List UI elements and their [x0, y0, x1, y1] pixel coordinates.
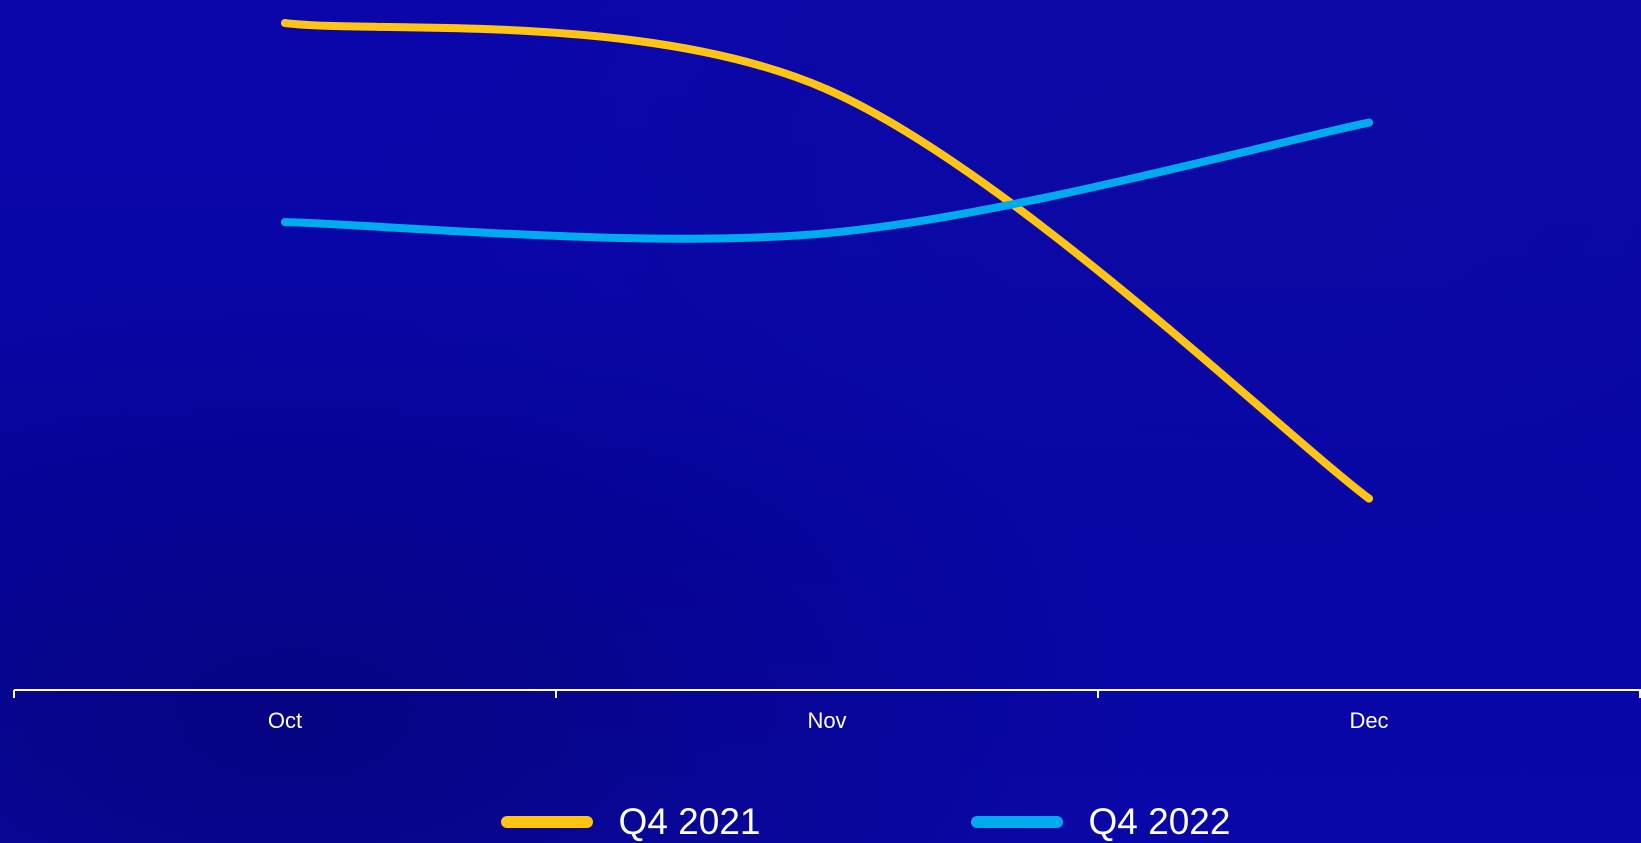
data-point-q4-2021-nov	[823, 85, 831, 94]
data-point-q4-2022-nov	[823, 229, 831, 238]
x-tick-label-oct: Oct	[268, 708, 302, 733]
legend-item-q4-2021: Q4 2021	[411, 801, 761, 843]
x-tick-label-dec: Dec	[1349, 708, 1388, 733]
series-line-q4-2022	[281, 118, 1373, 243]
legend-label-q4-2022: Q4 2022	[1088, 800, 1231, 842]
data-point-q4-2022-dec	[1365, 118, 1373, 127]
data-point-q4-2021-dec	[1365, 494, 1373, 503]
line-chart: Oct Nov Dec	[13, 19, 1641, 733]
x-tick-label-nov: Nov	[807, 708, 846, 733]
series-lines	[281, 19, 1373, 503]
data-point-q4-2021-oct	[281, 19, 289, 28]
series-line-q4-2021	[281, 19, 1373, 503]
data-point-q4-2022-oct	[281, 218, 289, 227]
legend-swatch-q4-2022	[970, 815, 1063, 828]
legend: Q4 2021 Q4 2022	[0, 800, 1641, 843]
legend-swatch-q4-2021	[500, 815, 593, 828]
legend-label-q4-2021: Q4 2021	[618, 800, 761, 842]
legend-item-q4-2022: Q4 2022	[881, 800, 1231, 843]
x-axis: Oct Nov Dec	[13, 689, 1641, 733]
